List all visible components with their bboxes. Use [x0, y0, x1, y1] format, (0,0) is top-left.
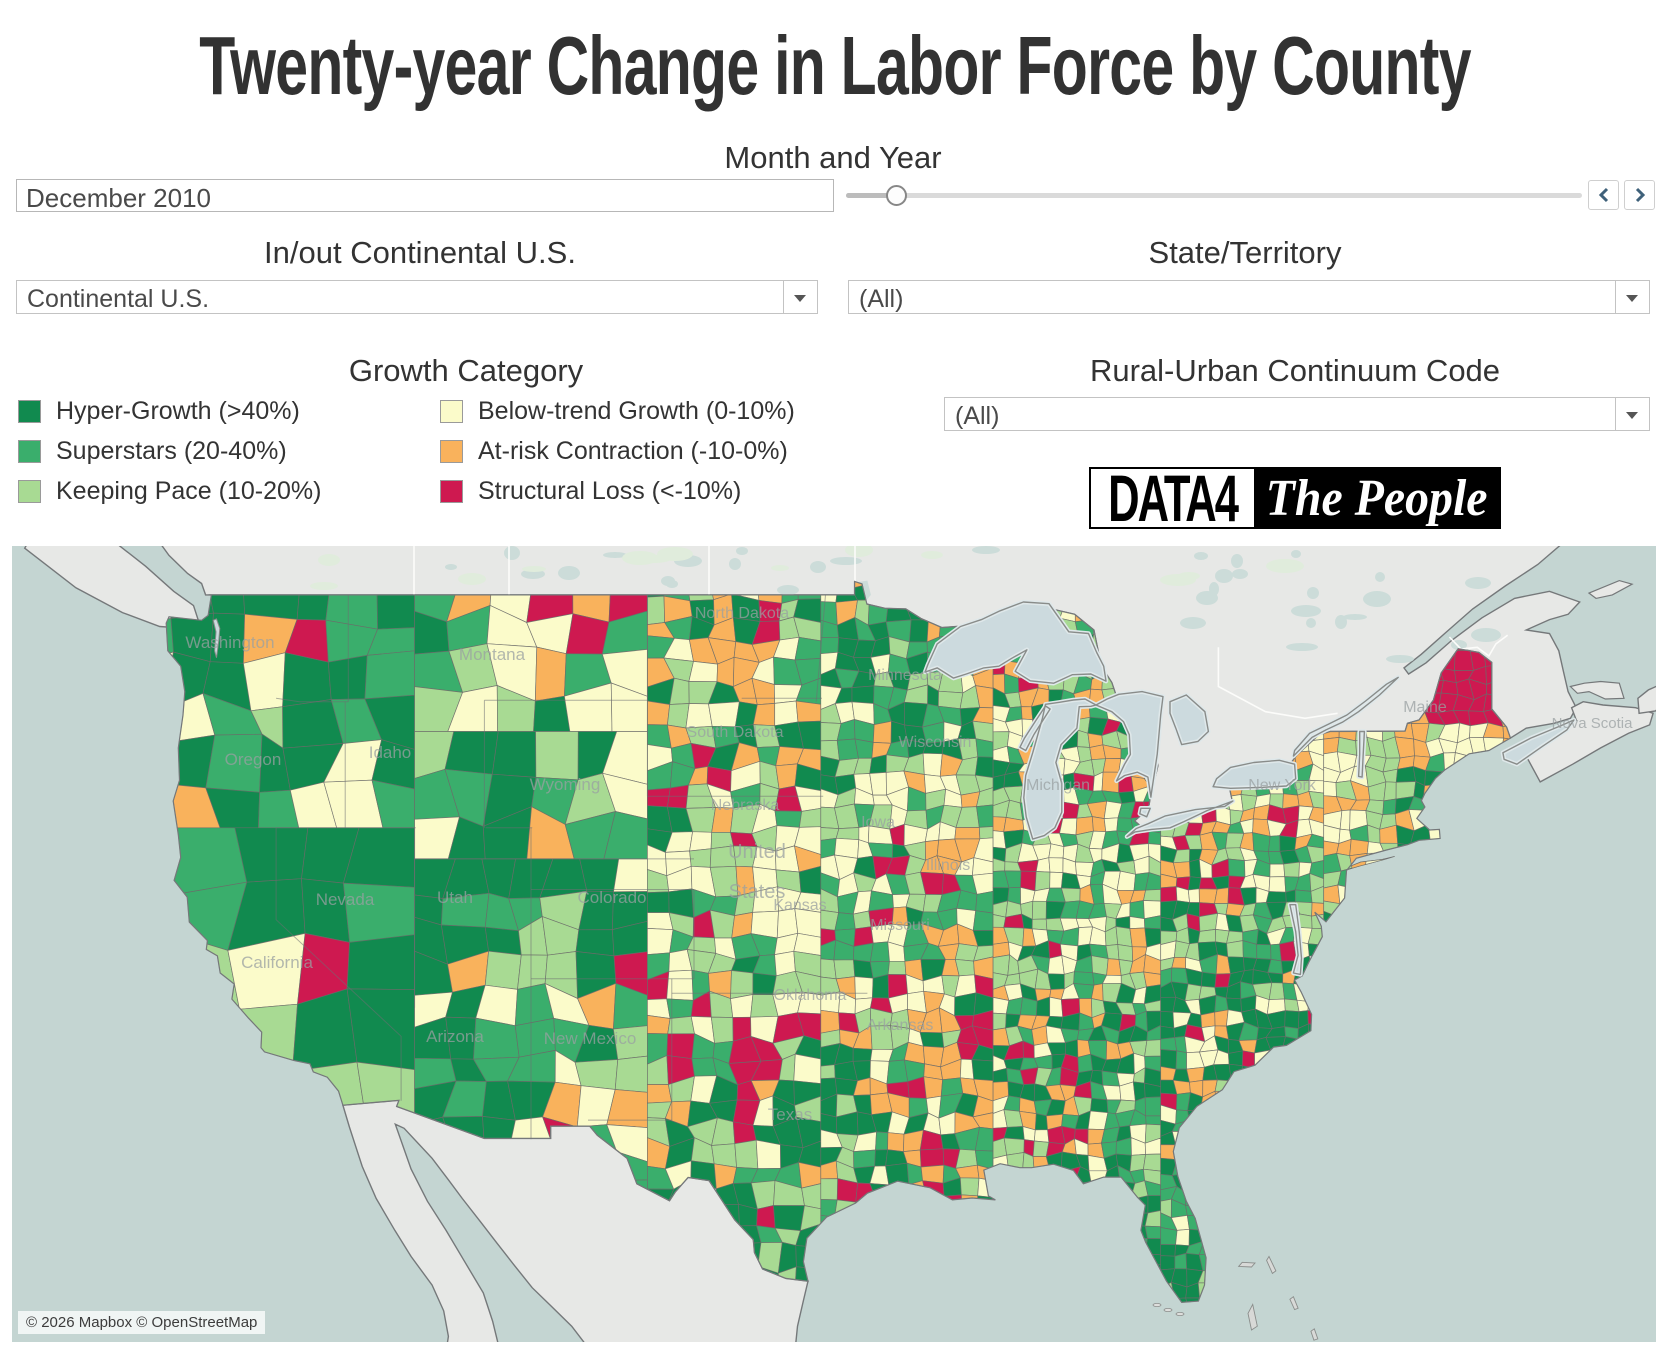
- svg-text:Oregon: Oregon: [225, 750, 282, 769]
- svg-text:Utah: Utah: [437, 888, 473, 907]
- svg-text:Michigan: Michigan: [1026, 777, 1090, 794]
- svg-text:Colorado: Colorado: [578, 888, 647, 907]
- svg-text:South Dakota: South Dakota: [687, 724, 784, 741]
- svg-text:New Mexico: New Mexico: [544, 1029, 637, 1048]
- svg-text:California: California: [241, 953, 313, 972]
- svg-text:New York: New York: [1248, 777, 1317, 794]
- svg-text:Nova Scotia: Nova Scotia: [1552, 715, 1634, 732]
- svg-text:Montana: Montana: [459, 645, 526, 664]
- svg-text:Arizona: Arizona: [426, 1027, 484, 1046]
- svg-text:Oklahoma: Oklahoma: [774, 987, 847, 1004]
- svg-text:Missouri: Missouri: [870, 917, 930, 934]
- svg-text:Nevada: Nevada: [316, 890, 375, 909]
- svg-text:States: States: [729, 881, 786, 903]
- svg-text:Minnesota: Minnesota: [868, 667, 942, 684]
- svg-text:Iowa: Iowa: [861, 814, 895, 831]
- svg-text:Wyoming: Wyoming: [530, 775, 601, 794]
- svg-text:Illinois: Illinois: [926, 857, 970, 874]
- svg-text:Idaho: Idaho: [369, 743, 412, 762]
- svg-text:Maine: Maine: [1403, 699, 1447, 716]
- svg-text:Kansas: Kansas: [773, 897, 826, 914]
- svg-text:Wisconsin: Wisconsin: [899, 734, 972, 751]
- svg-text:North Dakota: North Dakota: [695, 605, 789, 622]
- svg-text:Arkansas: Arkansas: [867, 1017, 934, 1034]
- svg-text:Nebraska: Nebraska: [711, 797, 780, 814]
- svg-text:United: United: [728, 841, 786, 863]
- svg-text:Texas: Texas: [768, 1105, 812, 1124]
- svg-text:Washington: Washington: [185, 633, 274, 652]
